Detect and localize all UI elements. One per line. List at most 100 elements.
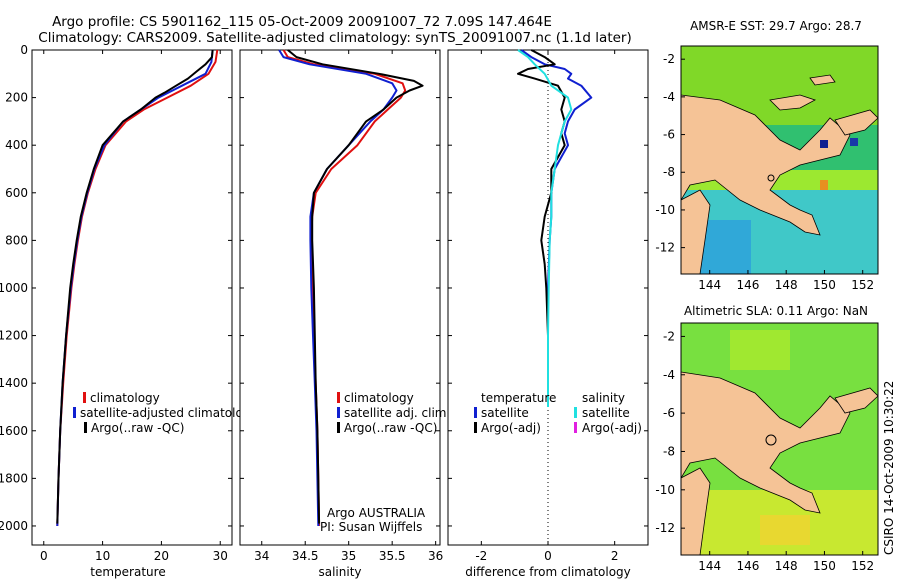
xtick-label: 35 (341, 549, 356, 563)
xtick-label: 20 (154, 549, 169, 563)
depth-yticks: 0 200 400 600 800 1000 1200 1400 1600 1800 2000 (0, 43, 232, 533)
sst-map-frame (680, 45, 879, 275)
legend-label-temp-satellite: satellite (481, 406, 529, 420)
map-lon-label: 148 (775, 559, 798, 573)
difference-legend: temperature satellite Argo(-adj) salinit… (474, 391, 642, 435)
series-line-argo-raw-qc- (56, 49, 214, 524)
map-lat-label: -12 (655, 521, 675, 535)
figure-title-line1: Argo profile: CS 5901162_115 05-Oct-2009… (52, 14, 552, 30)
sst-map-ticks: 144 146 148 150 152 -2 -4 -6 -8 -10 -12 (655, 52, 874, 292)
temperature-plot-frame (31, 49, 233, 546)
map-lon-label: 144 (698, 559, 721, 573)
legend-swatch-sal-satellite (574, 407, 577, 418)
sst-cape-york-land (681, 189, 711, 274)
sla-peak-patch (760, 515, 810, 545)
legend-swatch-temp-satellite (474, 407, 477, 418)
difference-series-group (517, 49, 593, 407)
sla-new-guinea-land (681, 371, 851, 514)
xtick-label: 30 (213, 549, 228, 563)
difference-xlabel: difference from climatology (465, 565, 631, 579)
ytick-label: 400 (5, 138, 28, 152)
legend-label-sal-satellite: satellite (582, 406, 630, 420)
map-lat-label: -12 (655, 241, 675, 255)
series-line-temperature-argo-adj- (517, 49, 566, 407)
xtick-label: 0 (40, 549, 48, 563)
map-lon-label: 150 (813, 559, 836, 573)
sla-high-patch (730, 330, 790, 370)
temperature-series-group (56, 49, 219, 527)
map-lat-label: -4 (663, 90, 675, 104)
legend-label-temp-argo: Argo(-adj) (481, 421, 541, 435)
sst-map: AMSR-E SST: 29.7 Argo: 28.7 144 146 148 150… (655, 19, 879, 292)
xtick-label: 34.5 (292, 549, 319, 563)
map-lat-label: -2 (663, 52, 675, 66)
sst-new-guinea-land (681, 94, 851, 236)
map-lon-label: 150 (813, 278, 836, 292)
sla-map-frame (680, 322, 879, 556)
map-lat-label: -6 (663, 128, 675, 142)
temperature-plot: 0 10 20 30 0 200 400 600 800 1000 1200 1400 1600 180… (0, 43, 258, 579)
map-lon-label: 152 (851, 278, 874, 292)
legend-label-argo: Argo(..raw -QC) (344, 421, 437, 435)
map-lat-label: -6 (663, 406, 675, 420)
map-lon-label: 144 (698, 278, 721, 292)
ytick-label: 1400 (0, 376, 28, 390)
xtick-label: 35.5 (379, 549, 406, 563)
legend-title-temperature: temperature (481, 391, 556, 405)
sla-map-title: Altimetric SLA: 0.11 Argo: NaN (684, 304, 868, 318)
xtick-label: 2 (611, 549, 619, 563)
salinity-xticks: 34 34.5 35 35.5 36 (240, 49, 443, 563)
sst-map-title: AMSR-E SST: 29.7 Argo: 28.7 (690, 19, 862, 33)
legend-swatch-argo (337, 422, 340, 433)
sst-warm-pixel (820, 180, 828, 190)
legend-swatch-climatology (83, 392, 86, 403)
legend-label-satellite-adjusted: satellite-adjusted climatology (80, 406, 258, 420)
argo-program-label: Argo AUSTRALIA (327, 506, 426, 520)
temperature-xlabel: temperature (90, 565, 165, 579)
ytick-label: 2000 (0, 519, 28, 533)
legend-label-sal-argo: Argo(-adj) (582, 421, 642, 435)
sst-cold-pixel (850, 138, 858, 146)
map-lon-label: 152 (851, 559, 874, 573)
map-lon-label: 146 (736, 278, 759, 292)
salinity-legend: climatology satellite adj. clim. Argo(..… (337, 391, 450, 435)
ytick-label: 1200 (0, 329, 28, 343)
difference-plot: -2 0 2 difference from climatology tempera… (447, 49, 649, 579)
map-lat-label: -8 (663, 165, 675, 179)
legend-label-climatology: climatology (90, 391, 160, 405)
map-lat-label: -10 (655, 483, 675, 497)
figure-title-line2: Climatology: CARS2009. Satellite-adjuste… (38, 30, 631, 46)
salinity-plot-frame (239, 49, 441, 546)
legend-label-climatology: climatology (344, 391, 414, 405)
salinity-series-group (278, 49, 424, 527)
legend-label-satellite-adj: satellite adj. clim. (344, 406, 450, 420)
legend-swatch-argo (84, 422, 87, 433)
ytick-label: 1000 (0, 281, 28, 295)
legend-label-argo: Argo(..raw -QC) (91, 421, 184, 435)
argo-position-marker (765, 434, 777, 446)
sst-new-britain-land (834, 109, 878, 136)
ytick-label: 1600 (0, 424, 28, 438)
map-lat-label: -8 (663, 444, 675, 458)
csiro-timestamp: CSIRO 14-Oct-2009 10:30:22 (882, 381, 896, 555)
xtick-label: 0 (544, 549, 552, 563)
sst-cold-pixel (820, 140, 828, 148)
xtick-label: 34 (254, 549, 269, 563)
sla-map: Altimetric SLA: 0.11 Argo: NaN 144 146 148… (655, 304, 879, 573)
map-lon-label: 148 (775, 278, 798, 292)
map-lat-label: -2 (663, 329, 675, 343)
argo-position-marker (767, 174, 775, 182)
sla-map-ticks: 144 146 148 150 152 -2 -4 -6 -8 -10 -12 (655, 329, 874, 573)
temperature-legend: climatology satellite-adjusted climatolo… (73, 391, 258, 435)
salinity-plot: 34 34.5 35 35.5 36 salinity climatology sate… (239, 49, 450, 579)
ytick-label: 0 (20, 43, 28, 57)
sst-bismarck-land (769, 74, 836, 111)
temperature-xticks: 0 10 20 30 (40, 50, 228, 563)
legend-swatch-satellite-adjusted (73, 407, 76, 418)
legend-swatch-climatology (337, 392, 340, 403)
difference-xticks: -2 0 2 (448, 49, 648, 563)
map-lat-label: -10 (655, 203, 675, 217)
salinity-xlabel: salinity (318, 565, 361, 579)
series-line-argo-raw-qc- (287, 49, 424, 524)
